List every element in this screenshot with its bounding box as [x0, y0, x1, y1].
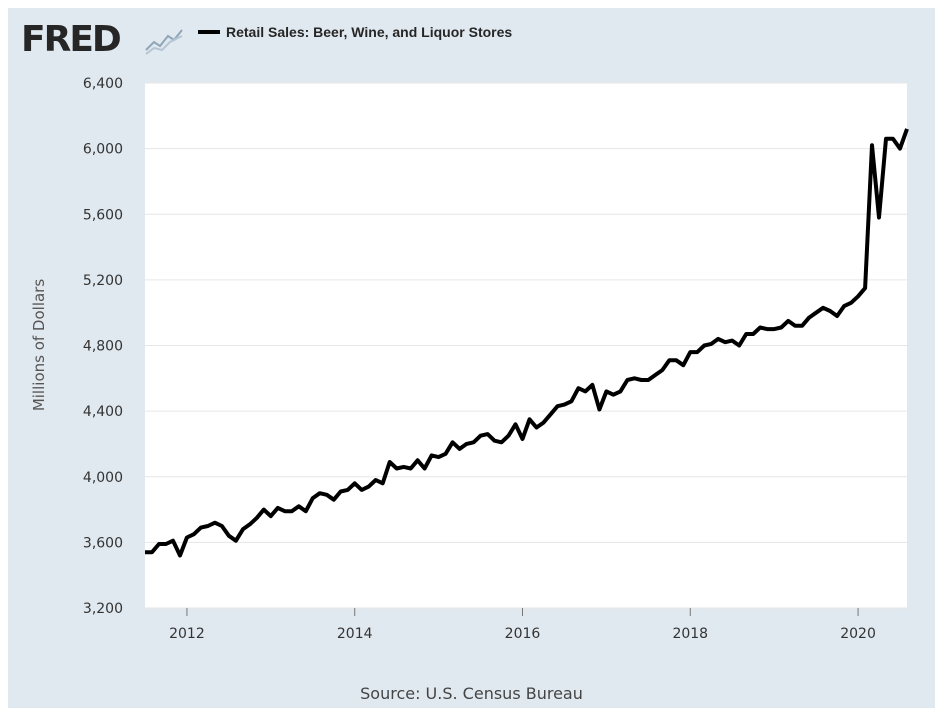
- chart-frame: FRED Retail Sales: Beer, Wine, and Liquo…: [8, 8, 935, 708]
- y-tick-label: 4,000: [83, 470, 123, 486]
- fred-graph-icon: [144, 24, 184, 56]
- y-tick-label: 4,800: [83, 339, 123, 355]
- x-tick-label: 2016: [505, 626, 541, 642]
- x-tick-label: 2020: [840, 626, 876, 642]
- y-tick-label: 6,400: [83, 76, 123, 92]
- line-chart: 3,200 3,600 4,000 4,400 4,800 5,200 5,600 6,000…: [30, 76, 909, 642]
- source-note: Source: U.S. Census Bureau: [360, 684, 583, 703]
- y-axis-label: Millions of Dollars: [30, 279, 48, 412]
- y-axis: 3,200 3,600 4,000 4,400 4,800 5,200 5,600 6,000…: [83, 76, 123, 617]
- y-tick-label: 6,000: [83, 142, 123, 158]
- y-tick-label: 4,400: [83, 404, 123, 420]
- gridlines: [145, 82, 907, 609]
- x-tick-label: 2012: [169, 626, 205, 642]
- x-tick-label: 2014: [337, 626, 373, 642]
- y-tick-label: 3,200: [83, 601, 123, 617]
- y-tick-label: 3,600: [83, 535, 123, 551]
- y-tick-label: 5,600: [83, 207, 123, 223]
- x-axis: 2012 2014 2016 2018 2020: [169, 608, 876, 642]
- series-line: [145, 128, 909, 558]
- legend-swatch: [198, 30, 220, 34]
- legend-label: Retail Sales: Beer, Wine, and Liquor Sto…: [226, 24, 513, 40]
- legend: Retail Sales: Beer, Wine, and Liquor Sto…: [198, 24, 512, 40]
- x-tick-label: 2018: [672, 626, 708, 642]
- y-tick-label: 5,200: [83, 273, 123, 289]
- fred-logo: FRED: [21, 19, 122, 60]
